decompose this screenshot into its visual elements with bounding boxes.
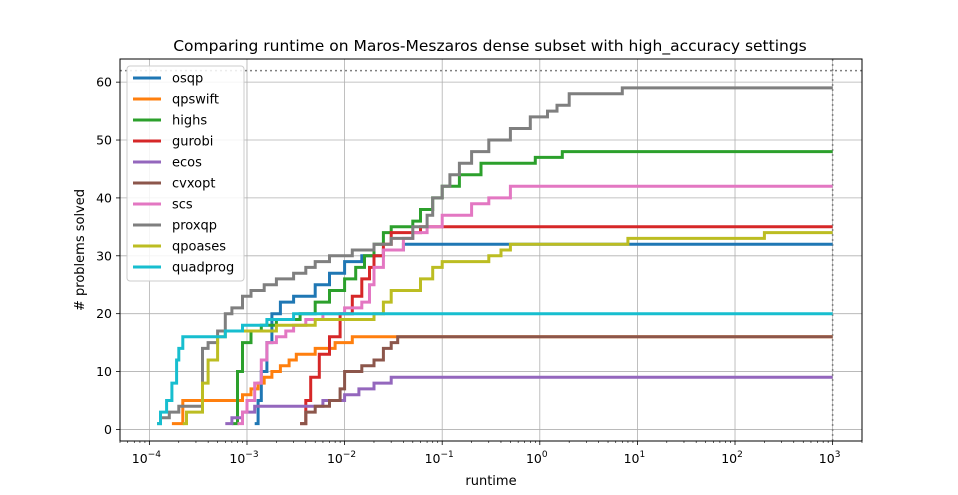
x-tick-label: 103 (819, 450, 841, 466)
series-line-cvxopt (300, 335, 833, 426)
series-line-scs (237, 184, 833, 426)
legend-label-qpswift: qpswift (172, 93, 219, 108)
series-line-quadprog (157, 312, 833, 426)
x-tick-label: 102 (721, 450, 743, 466)
y-tick-label: 20 (96, 306, 112, 321)
x-tick-label: 101 (624, 450, 646, 466)
legend: osqp qpswift highs gurobi ecos cvxopt scs proxq… (126, 65, 245, 282)
x-tick-label: 10−4 (132, 450, 161, 466)
legend-label-ecos: ecos (172, 156, 202, 171)
y-tick-label: 50 (96, 133, 112, 148)
y-axis-label: # problems solved (73, 189, 88, 311)
y-tick-label: 60 (96, 75, 112, 90)
series-line-qpswift (171, 335, 833, 426)
legend-label-highs: highs (172, 114, 207, 129)
legend-label-osqp: osqp (172, 72, 203, 87)
series-line-ecos (225, 375, 833, 426)
y-tick-label: 10 (96, 364, 112, 379)
y-tick-label: 0 (104, 422, 112, 437)
legend-label-gurobi: gurobi (172, 135, 213, 150)
y-tick-label: 40 (96, 190, 112, 205)
legend-label-cvxopt: cvxopt (172, 177, 215, 192)
reference-lines (120, 59, 862, 441)
x-axis-label: runtime (465, 474, 516, 489)
y-axis-ticks: 0 10 20 30 40 50 60 (96, 75, 120, 437)
chart-title: Comparing runtime on Maros-Meszaros dens… (173, 37, 807, 56)
series-line-highs (231, 150, 833, 426)
y-tick-label: 30 (96, 248, 112, 263)
legend-label-qpoases: qpoases (172, 240, 226, 255)
plot-frame (119, 58, 863, 442)
x-tick-label: 100 (526, 450, 548, 466)
legend-label-quadprog: quadprog (172, 261, 234, 276)
legend-label-proxqp: proxqp (172, 219, 217, 234)
x-axis-ticks: 10−4 10−3 10−2 10−1 100 101 102 103 (119, 441, 863, 466)
x-tick-label: 10−1 (425, 450, 454, 466)
series-lines (157, 86, 833, 426)
x-tick-label: 10−2 (327, 450, 356, 466)
x-tick-label: 10−3 (229, 450, 258, 466)
legend-label-scs: scs (172, 198, 193, 213)
series-line-qpoases (182, 231, 833, 426)
series-line-gurobi (300, 225, 833, 426)
